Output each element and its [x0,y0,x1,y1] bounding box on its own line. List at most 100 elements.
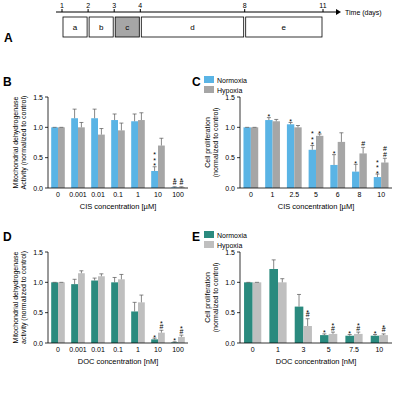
bar [98,276,105,343]
x-tick-label: 0.1 [113,346,123,353]
significance-char: * [153,334,156,341]
y-axis-label: Mitochondrial dehydrogenase [12,96,20,188]
bar [158,333,165,343]
legend-swatch [204,76,214,83]
x-tick-label: 1 [136,346,140,353]
y-tick-label: 1.0 [225,279,235,286]
x-tick-label: 0.001 [69,191,87,198]
significance-char: * [333,150,336,157]
bar [111,120,118,188]
error-bar [361,147,365,153]
error-bar [93,278,97,280]
y-tick [45,157,48,158]
bar [253,282,262,343]
y-axis-label: Mitochondrial dehydrogenase [12,251,20,343]
bars [51,109,185,188]
y-tick [45,312,48,313]
x-tick-label: 100 [172,346,184,353]
y-tick-label: 0.5 [33,309,43,316]
error-bar [99,129,103,135]
y-tick-label: 0.5 [33,154,43,161]
significance-mark: *# [306,309,310,319]
significance-mark: * [333,150,336,157]
significance-char: * [318,130,321,137]
error-bar [306,319,310,326]
bar [309,150,316,188]
error-bar [246,282,250,283]
bar [91,118,98,188]
significance-mark: *# [356,322,360,332]
y-tick [237,343,240,344]
significance-mark: *# [173,177,177,187]
significance-char: # [382,326,386,333]
bar [273,121,280,188]
bar [287,124,294,188]
y-tick-label: 1.5 [225,94,235,101]
x-tick-label: 0.001 [69,346,87,353]
significance-mark: ## [383,145,387,158]
time-tick [323,9,324,12]
timeline-step [89,17,113,37]
significance-mark: * [289,118,292,125]
bar [131,121,138,188]
panel-label: B [3,75,12,89]
time-tick [62,9,63,12]
x-tick-label: 0.01 [91,191,105,198]
significance-char: * [374,330,377,337]
bar [151,171,158,188]
time-tick-label: 4 [138,2,142,9]
significance-mark: *** [153,151,156,169]
bar [51,127,58,188]
y-tick-label: 0.0 [33,340,43,347]
y-tick [237,282,240,283]
x-axis-label: DOC concentration [nM] [78,357,158,366]
y-tick [237,252,240,253]
timeline-step [115,17,139,37]
bar [118,279,125,343]
significance-mark: *# [179,177,183,187]
y-tick [237,97,240,98]
legend-swatch [204,231,214,238]
time-tick [140,9,141,12]
bar [269,269,278,343]
y-tick [45,127,48,128]
bar [178,337,185,343]
error-bar [59,282,63,283]
y-axis-label: Cell proliferation [204,272,212,323]
bar [295,307,304,343]
x-tick-label: 0.01 [91,346,105,353]
error-bar [79,122,83,127]
step-label: c [125,23,129,32]
y-tick-label: 0.0 [33,185,43,192]
y-tick-label: 0.0 [225,340,235,347]
significance-mark: * [348,330,351,337]
significance-mark: # [361,140,365,147]
error-bar [356,332,360,334]
y-tick [237,312,240,313]
bar [111,282,118,343]
y-axis-label: activity (normalized to control) [20,251,28,344]
x-axis [48,188,188,189]
y-tick [45,188,48,189]
x-tick-label: 8 [357,191,361,198]
significance-mark: * [268,113,271,120]
significance-char: # [179,179,183,186]
timeline-step [141,17,243,37]
significance-char: # [306,311,310,318]
error-bar [73,109,77,118]
error-bar [59,127,63,128]
legend-label: Normoxia [217,77,247,84]
y-tick [45,282,48,283]
x-tick-label: 5 [327,346,331,353]
time-tick-label: 8 [243,2,247,9]
significance-mark: * [374,330,377,337]
significance-char: # [179,328,183,335]
axis-arrow [336,9,341,15]
legend-label: Hypoxia [217,242,242,250]
panel-label: C [192,75,201,89]
y-tick [237,157,240,158]
x-tick-label: 1 [276,346,280,353]
error-bar [53,127,57,128]
y-tick-label: 0.5 [225,309,235,316]
y-tick-label: 1.0 [225,124,235,131]
